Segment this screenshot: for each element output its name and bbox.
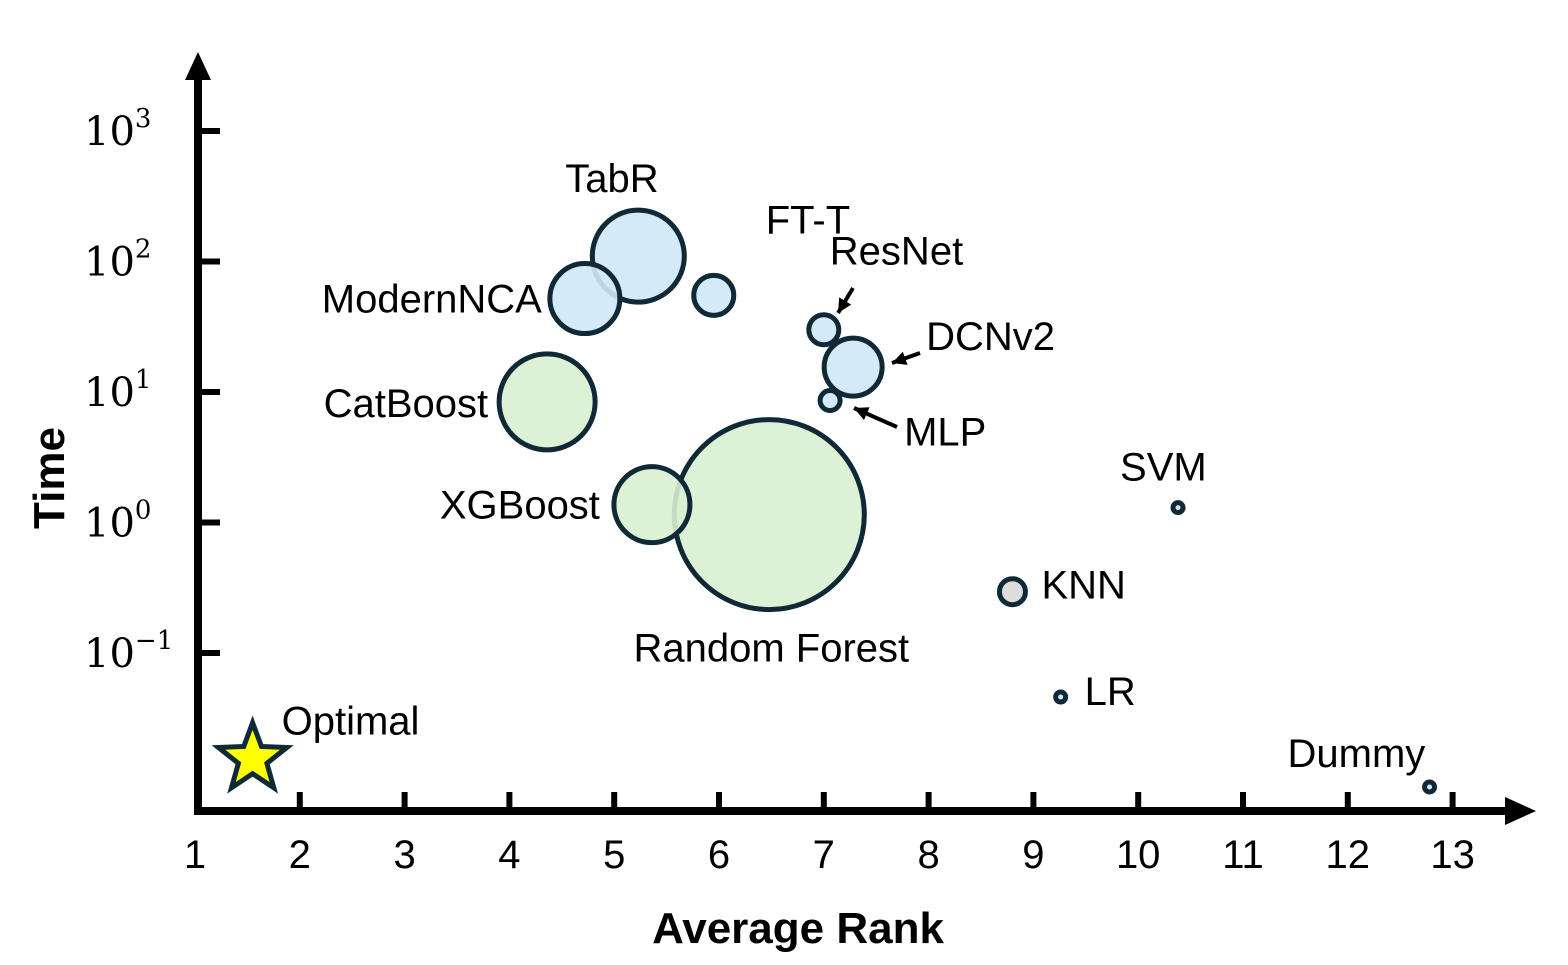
label-dummy: Dummy (1288, 732, 1426, 776)
x-tick-label: 9 (1022, 833, 1044, 877)
label-mlp: MLP (904, 411, 986, 455)
label-ft-t: FT-T (766, 198, 850, 242)
bubble-modernnca (547, 261, 623, 337)
label-resnet: ResNet (830, 230, 963, 274)
label-tabr: TabR (565, 157, 658, 201)
x-tick-label: 4 (498, 833, 520, 877)
y-tick-label: 101 (84, 365, 151, 416)
bubble-svm (1170, 500, 1186, 516)
x-axis-title: Average Rank (652, 904, 944, 953)
bubble-dummy (1422, 779, 1438, 795)
label-modernnca: ModernNCA (322, 278, 542, 322)
x-tick-label: 7 (813, 833, 835, 877)
x-tick-label: 2 (289, 833, 311, 877)
bubble-xgboost (611, 464, 693, 546)
bubbles (211, 207, 1438, 795)
bubble-random-forest (671, 417, 867, 613)
x-tick-label: 1 (184, 833, 206, 877)
label-optimal: Optimal (282, 700, 420, 744)
bubble-catboost (496, 351, 598, 453)
x-tick-label: 10 (1116, 833, 1161, 877)
y-tick-exponent: 1 (135, 365, 152, 395)
y-tick-label: 10−1 (84, 626, 173, 677)
label-xgboost: XGBoost (440, 484, 600, 528)
x-axis-arrowhead (1505, 797, 1536, 825)
y-tick-label: 102 (84, 235, 151, 286)
bubble-dcnv2 (821, 335, 885, 399)
y-axis-arrowhead (185, 52, 211, 80)
y-tick-label: 103 (84, 104, 151, 155)
y-tick-exponent: 3 (135, 104, 152, 134)
label-svm: SVM (1120, 446, 1207, 490)
x-tick-label: 8 (917, 833, 939, 877)
x-tick-label: 3 (393, 833, 415, 877)
y-tick-exponent: 0 (135, 496, 152, 526)
bubble-resnet (806, 312, 842, 348)
bubble-lr (1053, 689, 1069, 705)
label-random-forest: Random Forest (633, 627, 909, 671)
point-labels: TabR FT-T ModernNCA ResNet DCNv2 MLP CatBoost X… (282, 157, 1426, 776)
resnet-pointer-head (838, 297, 852, 313)
x-tick-label: 13 (1430, 833, 1475, 877)
x-tick-label: 12 (1326, 833, 1371, 877)
label-lr: LR (1085, 670, 1136, 714)
y-tick-exponent: −1 (135, 626, 173, 656)
bubble-ft-t (691, 272, 737, 318)
x-tick-label: 11 (1222, 833, 1264, 877)
label-knn: KNN (1041, 564, 1125, 608)
label-dcnv2: DCNv2 (926, 315, 1055, 359)
axes (185, 52, 1536, 825)
mlp-pointer-head (854, 407, 870, 421)
bubble-knn (996, 576, 1028, 608)
label-pointers (836, 286, 921, 429)
y-axis-title: Time (25, 427, 74, 529)
optimal-star-marker (211, 715, 294, 794)
x-tick-label: 6 (708, 833, 730, 877)
x-tick-label: 5 (603, 833, 625, 877)
bubble-mlp (817, 388, 843, 414)
dcnv2-pointer-head (892, 351, 908, 365)
x-axis-ticks: 1 2 3 4 5 6 7 8 9 10 11 12 13 (184, 792, 1475, 877)
label-catboost: CatBoost (324, 382, 489, 426)
y-tick-exponent: 2 (135, 235, 152, 265)
y-tick-label: 100 (84, 496, 151, 547)
